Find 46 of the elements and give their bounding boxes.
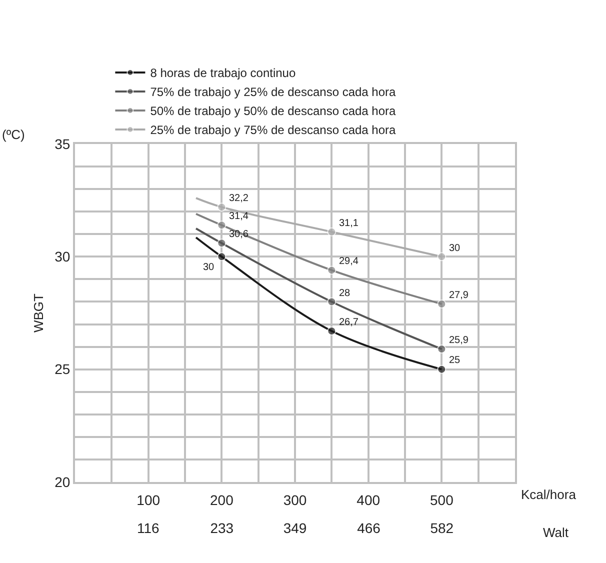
y-tick-label: 25 [54,361,70,378]
data-label: 29,4 [339,256,359,267]
point [327,326,336,336]
text: (ºC) [2,127,25,142]
point [327,266,336,275]
x2-tick-label: 582 [430,520,454,536]
x-tick-label: 300 [283,492,307,508]
point [437,364,446,374]
data-label: 30 [449,243,461,254]
data-label: 30,6 [229,229,249,240]
point [217,238,226,248]
legend-label: 50% de trabajo y 50% de descanso cada hora [150,104,396,118]
legend-label: 25% de trabajo y 75% de descanso cada hora [150,123,396,138]
x2-tick-label: 466 [357,520,381,536]
point [217,202,226,212]
data-label: 28 [339,288,351,299]
x2-tick-label: 233 [210,520,234,536]
point [327,227,336,236]
legend-label: 8 horas de trabajo continuo [150,66,296,80]
x-tick-label: 200 [210,492,234,508]
data-label: 31,1 [339,218,359,229]
data-label: 30 [203,262,215,273]
data-label: 25,9 [449,335,469,346]
x2-axis-title: Walt [543,525,569,540]
y-tick-label: 20 [54,474,70,490]
x2-tick-label: 116 [136,520,160,536]
data-label: 32,2 [229,193,249,204]
data-label: 25 [449,355,461,366]
x-tick-label: 100 [136,492,160,508]
point [327,297,336,306]
x2-tick-label: 349 [283,520,307,536]
data-label: 26,7 [339,317,359,328]
x-tick-label: 400 [356,492,380,508]
point [437,252,446,262]
data-label: 31,4 [229,211,249,222]
y-tick-label: 35 [54,136,70,152]
point [437,299,446,308]
data-label: 27,9 [449,290,469,301]
point [437,344,446,354]
y-tick-label: 30 [54,248,70,265]
y-axis-title: WBGT [31,293,46,332]
point [217,252,226,262]
legend-label: 75% de trabajo y 25% de descanso cada hora [150,85,396,100]
x-axis-title: Kcal/hora [521,487,577,502]
x-tick-label: 500 [430,492,454,508]
point [217,220,226,230]
